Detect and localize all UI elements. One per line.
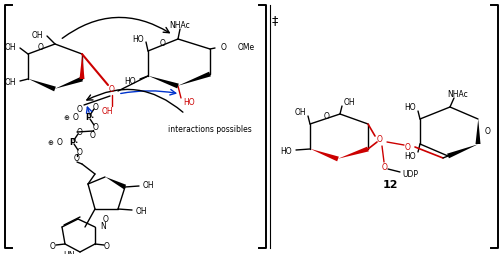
Text: P: P [85, 113, 91, 122]
Text: O: O [74, 154, 80, 163]
Text: P: P [69, 138, 75, 147]
Text: O: O [57, 138, 63, 147]
Text: O: O [77, 128, 83, 137]
Text: O: O [324, 112, 330, 121]
Text: N: N [100, 222, 106, 231]
Text: O: O [90, 131, 96, 140]
Text: OH: OH [344, 98, 356, 107]
Text: •: • [91, 115, 94, 120]
Text: O: O [405, 143, 411, 152]
Text: OH: OH [31, 30, 43, 39]
Text: •: • [74, 140, 77, 145]
Text: OH: OH [101, 107, 113, 116]
Polygon shape [338, 147, 369, 159]
Text: O: O [160, 39, 166, 48]
Text: ⊕: ⊕ [63, 115, 69, 121]
Text: HO: HO [404, 103, 416, 112]
Text: O: O [77, 148, 83, 157]
Text: HN: HN [63, 249, 75, 254]
Text: O: O [93, 123, 99, 132]
Polygon shape [310, 149, 339, 162]
Text: HO: HO [124, 77, 136, 86]
Text: O: O [73, 113, 79, 122]
Text: ‡: ‡ [272, 14, 278, 27]
Text: OH: OH [136, 207, 147, 216]
Text: NHAc: NHAc [170, 21, 190, 30]
Polygon shape [55, 77, 83, 89]
Text: ⊕: ⊕ [47, 139, 53, 146]
Polygon shape [28, 80, 56, 92]
Text: interactions possibles: interactions possibles [168, 125, 252, 134]
Text: HO: HO [183, 98, 195, 107]
Text: O: O [93, 103, 99, 112]
Text: UDP: UDP [402, 170, 418, 179]
Polygon shape [475, 120, 480, 145]
Text: O: O [485, 127, 491, 136]
Text: OH: OH [294, 108, 306, 117]
Polygon shape [105, 177, 126, 189]
Text: O: O [377, 135, 383, 144]
Text: 12: 12 [382, 179, 398, 189]
Polygon shape [79, 55, 85, 80]
Text: HO: HO [132, 34, 144, 43]
Polygon shape [148, 76, 179, 89]
Text: O: O [109, 85, 115, 94]
Text: HO: HO [280, 147, 292, 156]
Polygon shape [447, 145, 478, 159]
Text: OMe: OMe [238, 43, 255, 52]
Text: O: O [38, 42, 44, 51]
Text: OH: OH [5, 42, 16, 51]
Text: OH: OH [5, 78, 16, 87]
Text: O: O [50, 242, 56, 250]
Text: HO: HO [404, 152, 416, 161]
Text: O: O [382, 163, 388, 172]
Text: NHAc: NHAc [448, 90, 468, 99]
Text: O: O [77, 105, 83, 114]
Text: O: O [103, 215, 109, 224]
Text: O: O [104, 242, 110, 250]
Text: O: O [221, 43, 227, 52]
Polygon shape [178, 72, 211, 86]
Text: OH: OH [143, 181, 154, 190]
